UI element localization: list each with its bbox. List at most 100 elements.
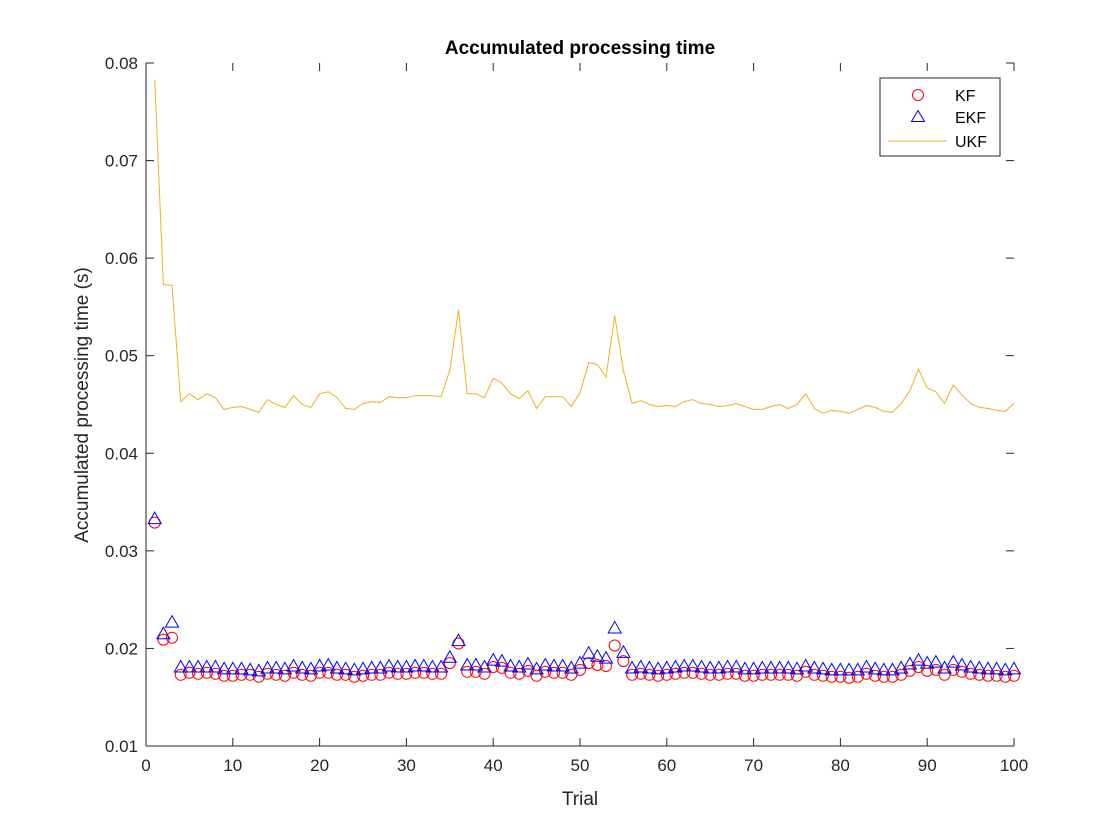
kf-point — [782, 668, 795, 681]
kf-point — [608, 639, 621, 652]
ekf-point — [963, 659, 978, 673]
kf-point — [304, 669, 317, 682]
ekf-point — [728, 659, 744, 673]
ekf-point — [841, 662, 857, 676]
x-ticks: 0 10 20 30 40 50 60 70 80 90 100 — [141, 63, 1028, 775]
ekf-point — [885, 662, 900, 676]
kf-point — [921, 664, 934, 677]
kf-point — [1008, 669, 1020, 682]
ekf-point — [607, 620, 623, 634]
kf-point — [374, 668, 387, 681]
ekf-point — [494, 653, 510, 667]
kf-point — [678, 666, 691, 679]
legend-box — [879, 77, 1001, 157]
kf-point — [400, 667, 413, 680]
ekf-point — [702, 660, 718, 674]
ekf-point — [598, 650, 614, 664]
kf-point — [357, 669, 369, 682]
y-tick-label: 0.08 — [105, 54, 138, 73]
ekf-point — [433, 659, 449, 673]
ekf-point — [659, 660, 675, 674]
ekf-point — [346, 662, 362, 676]
kf-point — [643, 668, 656, 681]
ekf-point — [390, 659, 406, 673]
x-tick-label: 10 — [223, 756, 242, 775]
ekf-point — [581, 645, 597, 659]
ekf-point — [329, 660, 345, 674]
ekf-point — [650, 661, 666, 675]
ekf-point — [459, 657, 475, 671]
ekf-point — [225, 661, 241, 675]
kf-point — [747, 669, 760, 682]
kf-point — [843, 671, 856, 684]
kf-point — [808, 668, 821, 681]
ekf-point — [407, 658, 423, 672]
ekf-point — [911, 652, 926, 666]
kf-point — [417, 666, 430, 679]
y-tick-label: 0.02 — [105, 639, 138, 658]
ekf-point — [997, 662, 1013, 676]
kf-point — [174, 668, 187, 681]
kf-point — [600, 660, 612, 672]
x-tick-label: 0 — [141, 756, 150, 775]
ekf-point — [624, 660, 640, 674]
chart-title: Accumulated processing time — [445, 38, 715, 59]
kf-point — [834, 670, 847, 683]
kf-point — [574, 663, 586, 676]
kf-point — [261, 667, 274, 680]
ekf-point — [468, 657, 484, 671]
ekf-point — [989, 661, 1004, 675]
ekf-point — [442, 649, 458, 663]
series-ukf — [154, 79, 1015, 414]
ekf-point — [268, 660, 284, 674]
ekf-point — [980, 661, 996, 675]
ekf-point — [919, 655, 935, 669]
y-tick-label: 0.07 — [105, 152, 138, 171]
ekf-point — [320, 657, 336, 671]
kf-point — [738, 669, 751, 682]
kf-point — [278, 669, 291, 682]
kf-point — [192, 667, 205, 680]
kf-point — [652, 669, 665, 682]
x-tick-label: 20 — [310, 756, 329, 775]
ekf-point — [260, 660, 275, 674]
ekf-point — [772, 660, 787, 674]
ekf-point — [451, 633, 466, 647]
ekf-point — [312, 658, 327, 672]
ekf-point — [164, 614, 180, 628]
kf-point — [348, 670, 361, 683]
kf-point — [548, 666, 560, 679]
ukf-line — [154, 79, 1015, 414]
x-tick-label: 40 — [484, 756, 503, 775]
kf-point — [660, 668, 673, 681]
ekf-point — [355, 661, 371, 675]
kf-point — [426, 667, 439, 680]
kf-point — [825, 670, 838, 683]
y-axis-label: Accumulated processing time (s) — [72, 267, 93, 543]
ekf-point — [867, 661, 883, 675]
ekf-point — [616, 644, 631, 658]
ekf-point — [833, 662, 848, 676]
legend-ekf-marker — [910, 109, 926, 122]
ekf-point — [780, 660, 796, 674]
ekf-point — [954, 657, 970, 671]
kf-point — [443, 657, 456, 670]
kf-point — [409, 666, 422, 679]
ekf-point — [364, 660, 380, 674]
ekf-point — [555, 658, 570, 672]
x-tick-label: 60 — [657, 756, 676, 775]
ekf-point — [485, 652, 501, 666]
kf-point — [869, 669, 882, 682]
ekf-point — [294, 660, 310, 674]
kf-point — [877, 670, 890, 683]
ekf-point — [633, 659, 649, 673]
ekf-point — [798, 658, 814, 672]
kf-point — [669, 667, 682, 680]
kf-point — [331, 668, 343, 681]
ekf-point — [685, 658, 701, 672]
x-tick-label: 100 — [1000, 756, 1028, 775]
series-ekf — [147, 511, 1022, 677]
kf-point — [252, 670, 265, 683]
kf-point — [591, 659, 604, 671]
